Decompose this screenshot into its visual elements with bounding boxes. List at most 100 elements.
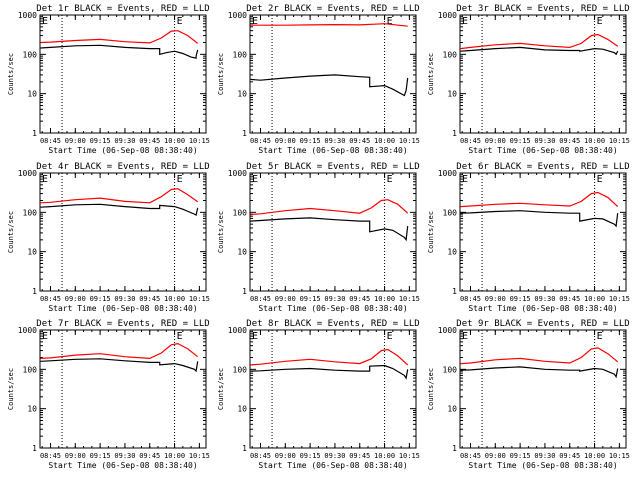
x-axis-label: Start Time (06-Sep-08 08:38:40) — [258, 146, 407, 155]
y-tick-label: 100 — [233, 365, 248, 374]
x-tick-label: 09:45 — [349, 295, 370, 303]
x-tick-label: 09:30 — [534, 295, 555, 303]
x-tick-label: 09:45 — [139, 137, 160, 145]
y-tick-label: 10 — [27, 248, 37, 257]
y-axis-label: Counts/sec — [7, 53, 15, 95]
x-tick-label: 08:45 — [40, 295, 61, 303]
x-tick-label: 09:30 — [324, 452, 345, 460]
x-tick-label: 10:15 — [189, 137, 210, 145]
x-tick-label: 10:15 — [189, 295, 210, 303]
events-series-line — [250, 74, 409, 97]
y-tick-label: 100 — [443, 365, 458, 374]
x-tick-label: 09:00 — [65, 137, 86, 145]
chart-title: Det 1r BLACK = Events, RED = LLD — [36, 4, 209, 14]
x-axis-label: Start Time (06-Sep-08 08:38:40) — [258, 461, 407, 470]
y-tick-label: 1000 — [438, 169, 457, 178]
y-tick-label: 1 — [242, 287, 247, 296]
chart-panel-8: Det 8r BLACK = Events, RED = LLD Counts/s… — [217, 319, 420, 470]
lld-series-line — [40, 30, 199, 44]
x-tick-label: 09:45 — [139, 295, 160, 303]
chart-title: Det 2r BLACK = Events, RED = LLD — [246, 4, 419, 14]
event-marker-label: E — [42, 16, 48, 27]
event-marker-label: E — [462, 16, 468, 27]
y-axis-label: Counts/sec — [217, 211, 225, 253]
y-tick-label: 1 — [242, 129, 247, 138]
y-tick-label: 100 — [233, 50, 248, 59]
chart-panel-4: Det 4r BLACK = Events, RED = LLD Counts/s… — [7, 162, 210, 313]
chart-panel-3: Det 3r BLACK = Events, RED = LLD Counts/s… — [427, 4, 630, 155]
x-tick-label: 09:00 — [65, 452, 86, 460]
x-tick-label: 08:45 — [40, 137, 61, 145]
event-marker-label: E — [177, 16, 183, 27]
x-tick-label: 10:15 — [189, 452, 210, 460]
y-tick-label: 1000 — [18, 326, 37, 335]
chart-title: Det 6r BLACK = Events, RED = LLD — [456, 162, 629, 172]
chart-panel-6: Det 6r BLACK = Events, RED = LLD Counts/s… — [427, 162, 630, 313]
x-tick-label: 08:45 — [460, 452, 481, 460]
x-tick-label: 10:00 — [164, 137, 185, 145]
plot-frame — [249, 329, 417, 449]
y-tick-label: 1 — [452, 287, 457, 296]
x-axis-label: Start Time (06-Sep-08 08:38:40) — [48, 304, 197, 313]
x-tick-label: 09:45 — [559, 137, 580, 145]
event-marker-label: E — [42, 174, 48, 185]
x-tick-label: 08:45 — [250, 452, 271, 460]
chart-title: Det 3r BLACK = Events, RED = LLD — [456, 4, 629, 14]
x-tick-label: 09:30 — [114, 452, 135, 460]
chart-title: Det 4r BLACK = Events, RED = LLD — [36, 162, 209, 172]
x-axis-label: Start Time (06-Sep-08 08:38:40) — [468, 304, 617, 313]
x-tick-label: 09:30 — [324, 137, 345, 145]
x-tick-label: 09:15 — [510, 137, 531, 145]
y-tick-label: 100 — [233, 208, 248, 217]
chart-panel-9: Det 9r BLACK = Events, RED = LLD Counts/s… — [427, 319, 630, 470]
chart-panel-1: Det 1r BLACK = Events, RED = LLD Counts/s… — [7, 4, 210, 155]
lld-series-line — [460, 191, 619, 208]
x-tick-label: 09:15 — [90, 295, 111, 303]
x-tick-label: 09:00 — [485, 295, 506, 303]
x-axis-label: Start Time (06-Sep-08 08:38:40) — [468, 461, 617, 470]
plot-frame — [459, 329, 627, 449]
y-tick-label: 1000 — [228, 169, 247, 178]
y-tick-label: 1000 — [18, 11, 37, 20]
y-tick-label: 10 — [27, 405, 37, 414]
plot-frame — [249, 14, 417, 134]
x-tick-label: 08:45 — [40, 452, 61, 460]
x-tick-label: 09:15 — [300, 137, 321, 145]
events-series-line — [40, 203, 199, 217]
x-tick-label: 10:00 — [374, 137, 395, 145]
x-tick-label: 10:00 — [584, 452, 605, 460]
y-tick-label: 1 — [452, 129, 457, 138]
y-axis-label: Counts/sec — [427, 368, 435, 410]
x-tick-label: 09:15 — [510, 295, 531, 303]
x-tick-label: 10:00 — [164, 295, 185, 303]
x-axis-label: Start Time (06-Sep-08 08:38:40) — [48, 146, 197, 155]
x-tick-label: 09:45 — [349, 137, 370, 145]
x-tick-label: 09:00 — [275, 295, 296, 303]
x-axis-label: Start Time (06-Sep-08 08:38:40) — [48, 461, 197, 470]
x-tick-label: 09:30 — [534, 137, 555, 145]
y-tick-label: 10 — [27, 90, 37, 99]
y-tick-label: 10 — [447, 248, 457, 257]
x-tick-label: 09:00 — [275, 452, 296, 460]
x-axis-label: Start Time (06-Sep-08 08:38:40) — [258, 304, 407, 313]
y-tick-label: 100 — [23, 365, 38, 374]
x-tick-label: 09:00 — [65, 295, 86, 303]
y-tick-label: 100 — [23, 208, 38, 217]
x-tick-label: 09:30 — [534, 452, 555, 460]
y-tick-label: 100 — [443, 50, 458, 59]
x-tick-label: 09:15 — [90, 452, 111, 460]
plot-frame — [459, 14, 627, 134]
x-tick-label: 10:00 — [164, 452, 185, 460]
x-tick-label: 08:45 — [460, 295, 481, 303]
x-tick-label: 10:00 — [374, 295, 395, 303]
events-series-line — [250, 364, 409, 380]
events-series-line — [460, 210, 619, 228]
x-tick-label: 10:00 — [584, 295, 605, 303]
y-tick-label: 10 — [237, 248, 247, 257]
event-marker-label: E — [387, 331, 393, 342]
events-series-line — [40, 44, 199, 59]
x-tick-label: 09:15 — [300, 295, 321, 303]
x-tick-label: 09:00 — [485, 137, 506, 145]
chart-title: Det 8r BLACK = Events, RED = LLD — [246, 319, 419, 329]
